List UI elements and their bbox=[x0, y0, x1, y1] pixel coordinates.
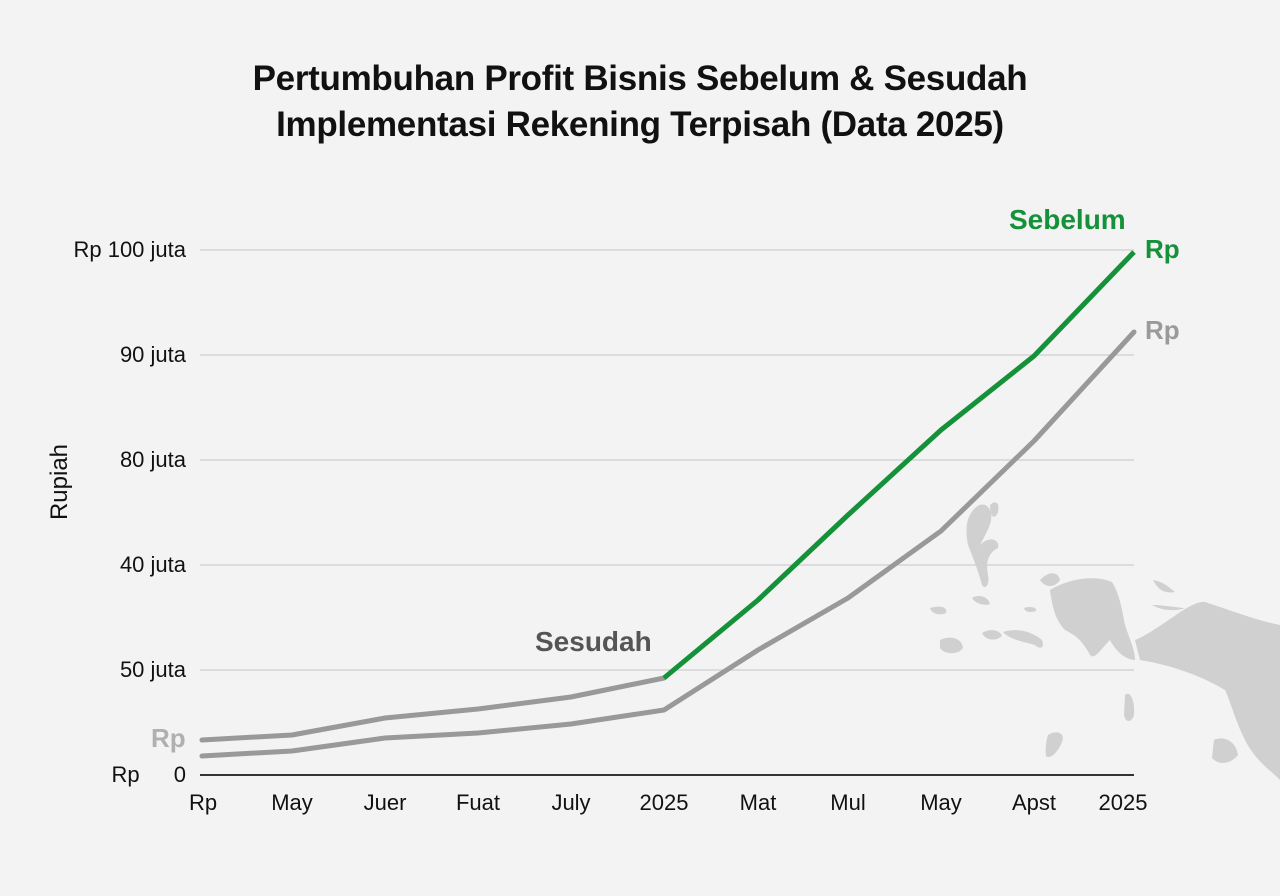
chart-title-line-1: Pertumbuhan Profit Bisnis Sebelum & Sesu… bbox=[252, 59, 1028, 98]
y-tick-label: Rp 0 bbox=[111, 762, 186, 787]
chart-title: Pertumbuhan Profit Bisnis Sebelum & Sesu… bbox=[0, 56, 1280, 148]
map-background-icon bbox=[930, 502, 1280, 780]
x-tick-label: 2025 bbox=[1098, 790, 1148, 815]
sesudah-end-value-label: Rp bbox=[1145, 315, 1180, 345]
gridlines bbox=[200, 249, 1134, 671]
y-tick-label: 80 juta bbox=[119, 447, 186, 472]
x-tick-label: Rp bbox=[188, 790, 218, 815]
y-tick-label: 90 juta bbox=[119, 342, 186, 367]
x-tick-label: May bbox=[920, 790, 962, 815]
series-sebelum-line bbox=[662, 250, 1136, 680]
x-tick-label: Fuat bbox=[455, 790, 501, 815]
x-tick-label: Mat bbox=[739, 790, 777, 815]
x-tick-label: Apst bbox=[1011, 790, 1057, 815]
series-sebelum-line-early bbox=[199, 675, 667, 743]
sebelum-series-label: Sebelum bbox=[1009, 204, 1126, 235]
x-tick-label: Mul bbox=[830, 790, 866, 815]
x-tick-label: 2025 bbox=[639, 790, 689, 815]
x-tick-label: May bbox=[271, 790, 313, 815]
y-tick-label: 50 juta bbox=[119, 657, 186, 682]
y-tick-label: 40 juta bbox=[119, 552, 186, 577]
start-value-label: Rp bbox=[151, 723, 186, 753]
x-tick-label: July bbox=[551, 790, 591, 815]
x-tick-label: Juer bbox=[363, 790, 407, 815]
sesudah-series-label: Sesudah bbox=[535, 626, 652, 657]
sebelum-end-value-label: Rp bbox=[1145, 234, 1180, 264]
y-tick-label: Rp 100 juta bbox=[73, 237, 186, 262]
series-sesudah-line bbox=[199, 329, 1137, 759]
chart-title-line-2: Implementasi Rekening Terpisah (Data 202… bbox=[276, 105, 1004, 144]
y-axis-label: Rupiah bbox=[46, 443, 73, 521]
